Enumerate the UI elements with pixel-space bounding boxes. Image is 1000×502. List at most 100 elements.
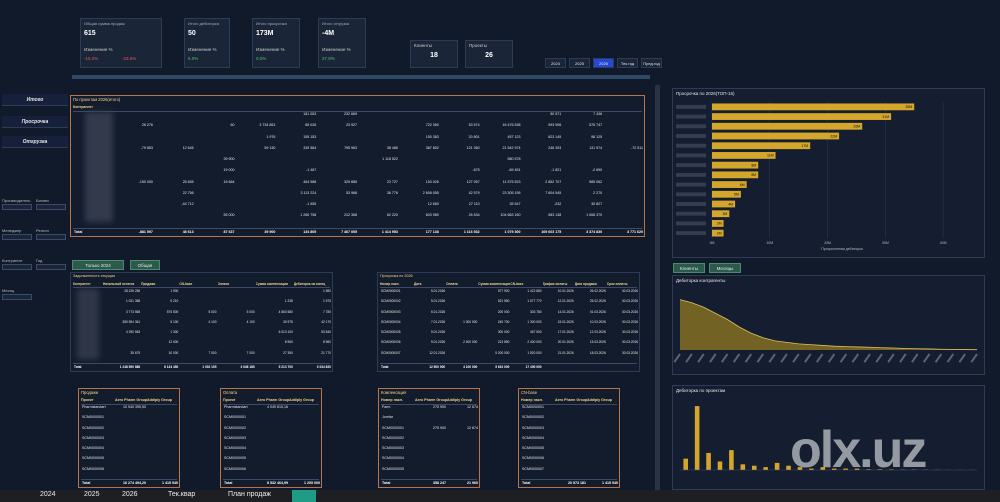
table-cell: 12 660 [427,202,439,207]
bar [694,406,700,470]
year-button[interactable]: 2024 [545,58,566,68]
filter-label: Месяц [2,288,15,293]
table-cell: 131 974 [589,145,603,150]
table-cell: 1 300 000 [527,319,542,324]
table-cell: 2 400 000 [463,340,478,345]
table-cell: 11 575 523 [502,179,521,184]
filter-dropdown[interactable] [2,234,32,240]
year-button[interactable]: Пред.год [641,58,662,68]
chart-button[interactable]: Месяцы [709,263,741,273]
table-cell: 1 031 368 [125,299,141,304]
table-cell: 521 550 [497,299,510,304]
bar [712,229,724,237]
table-panel: По проектам 2026(итого) Контрагент 181 053… [70,95,645,237]
table-header: Addiply Group [447,398,472,402]
table-cell: 339 584 [303,145,317,150]
header-rule [73,110,642,112]
table-header: Проект [81,398,94,402]
total-rule [521,479,617,480]
x-tick-placeholder [792,353,800,363]
table-cell: Pharmstandart [224,405,248,409]
chart-title: Дебиторка по проектам [676,388,725,393]
table-total: -881 597 [138,230,153,234]
table-cell: 12.01.2026 [429,350,446,355]
bar [717,461,723,470]
nav-button[interactable]: Итого [2,94,68,106]
table-total: 169 603 175 [541,230,562,234]
filter-dropdown[interactable] [36,204,66,210]
kpi-value: 50 [188,30,196,37]
table-cell: 303 780 [530,309,542,314]
year-button[interactable]: Тек.год [617,58,638,68]
filter-dropdown[interactable] [2,264,32,270]
table-header: Проект [223,398,236,402]
year-button[interactable]: 2026 [593,58,614,68]
bar [786,465,791,470]
toggle-button[interactable]: Только 2024 [72,260,124,270]
bar [763,467,768,470]
table-cell: -72 511 [631,145,643,150]
table-panel: Продажи Проект Aero Pharm Group Addiply Gro… [78,388,180,488]
table-cell: SCM0000003 [381,309,401,314]
add-tab[interactable] [292,490,316,502]
bar [712,190,741,198]
table-cell: 98 125 [591,134,603,139]
kpi-title: Итого просрочка [256,21,287,26]
bar [712,171,759,179]
table-cell: SCM0000006 [82,466,104,471]
table-cell: 9.01.2026 [430,340,446,345]
table-cell: 15.01.2026 [557,319,574,324]
kpi-value: -4M [322,30,335,37]
table-total: 1 079 300 [504,230,521,234]
table-cell: SCM0000002 [224,425,246,430]
tab[interactable]: Тек.квар [168,491,196,498]
filter-dropdown[interactable] [36,264,66,270]
table-cell: -2 690 [591,168,603,173]
table-cell: 150 383 [425,134,439,139]
tab[interactable]: 2026 [122,491,138,498]
kpi-change: 6.0% [188,56,199,61]
table-cell: 1 068 370 [586,213,603,218]
counter-card: Клиенты 18 [410,40,458,68]
table-header: Дата продажи [574,282,597,286]
toggle-button[interactable]: Общая [130,260,160,270]
x-tick-placeholder [756,353,764,363]
blurred-label [676,211,706,216]
kpi-value: 615 [84,30,96,37]
table-cell: SCM0000003 [382,446,404,450]
blurred-label [676,124,706,129]
x-tick-placeholder [946,353,955,363]
tab[interactable]: 2025 [84,491,100,498]
chart-button[interactable]: Клиенты [673,263,705,273]
bar [797,467,803,470]
x-tick-placeholder [875,353,883,363]
filter-dropdown[interactable] [2,294,32,300]
table-cell: 27 350 [283,350,293,355]
table-cell: 5 000 [208,309,217,314]
table-cell: 22 756 [182,190,194,195]
table-header: Оплата [217,282,230,286]
table-cell: 12.03.2026 [589,330,606,334]
table-cell: 464 988 [303,179,317,184]
tab[interactable]: 2024 [40,491,56,498]
table-total: 1 415 940 [602,481,618,485]
year-button[interactable]: 2025 [569,58,590,68]
table-cell: SCM0000004 [224,446,246,450]
table-total: 39 900 [264,230,276,234]
table-cell: 580 578 [507,157,521,162]
bar [712,161,759,169]
filter-dropdown[interactable] [36,234,66,240]
data-label: 5M [734,193,739,197]
data-label: 2M [717,222,722,226]
table-cell: 5.01.2026 [430,299,446,304]
table-header: Дебиторка на конец [293,282,326,286]
table-cell: 7 436 [593,112,603,116]
nav-button[interactable]: Просрочка [2,116,68,128]
nav-button[interactable]: Отгрузка [2,136,68,148]
x-tick-placeholder [970,353,978,363]
filter-dropdown[interactable] [2,204,32,210]
tab[interactable]: План продаж [228,491,271,498]
table-cell: -44 712 [181,202,194,207]
kpi-title: Итого дебиторка [188,21,219,26]
table-cell: SCM0000005 [522,446,544,450]
